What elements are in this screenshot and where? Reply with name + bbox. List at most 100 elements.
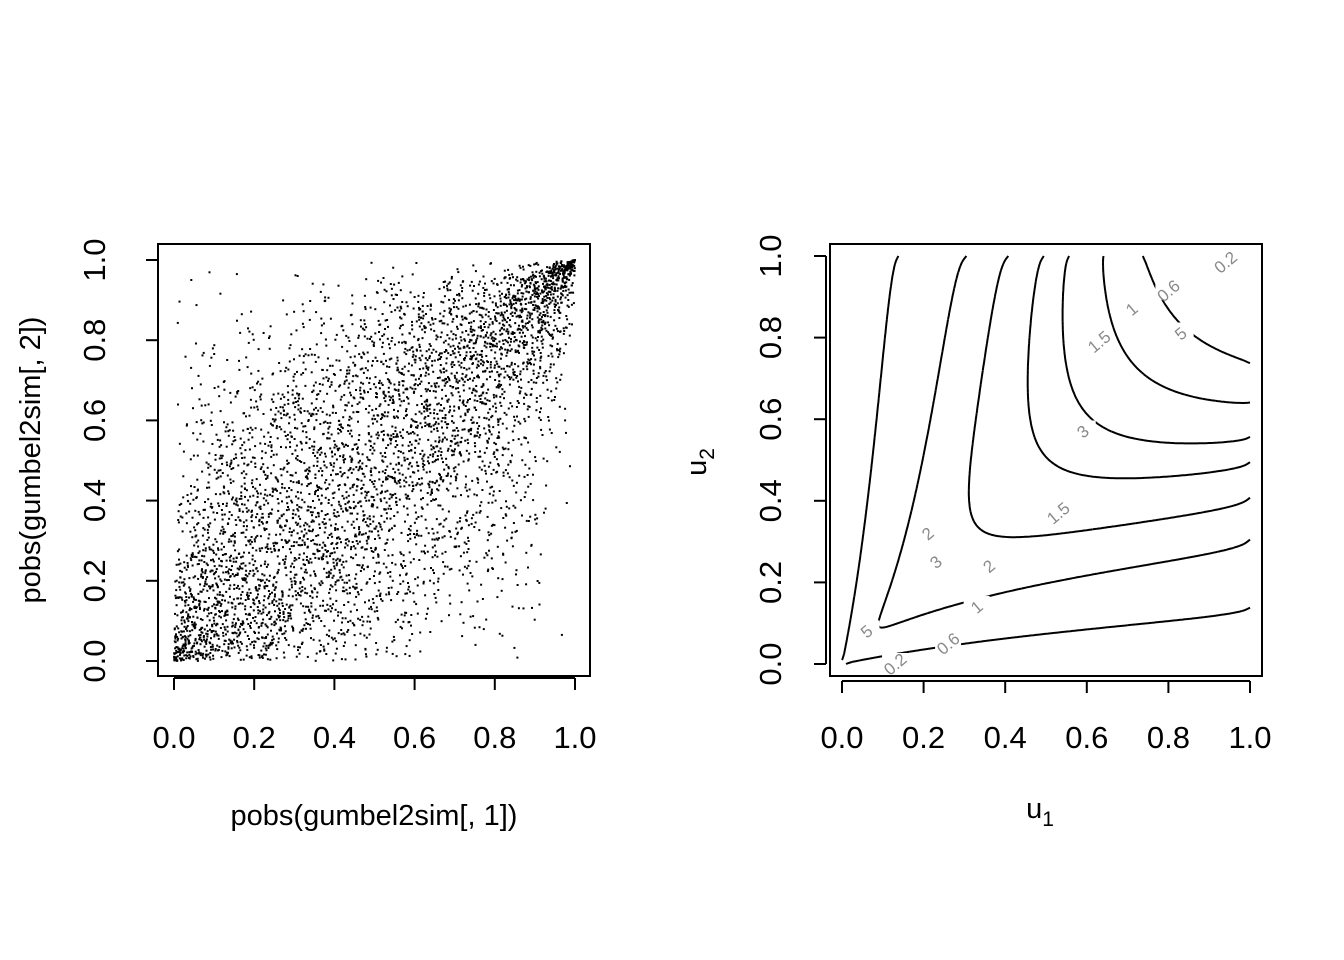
scatter-point <box>187 635 190 638</box>
scatter-point <box>480 394 483 397</box>
scatter-point <box>229 481 232 484</box>
scatter-point <box>384 395 387 398</box>
scatter-point <box>525 285 528 288</box>
scatter-point <box>287 506 289 508</box>
scatter-point <box>200 573 203 576</box>
scatter-point <box>352 375 355 378</box>
scatter-point <box>283 413 285 416</box>
scatter-point <box>469 398 471 400</box>
scatter-point <box>468 488 471 491</box>
scatter-point <box>278 562 281 565</box>
scatter-point <box>321 470 324 472</box>
scatter-point <box>438 436 441 439</box>
scatter-point <box>194 575 197 578</box>
scatter-point <box>521 309 524 312</box>
scatter-point <box>389 462 392 465</box>
scatter-point <box>515 573 517 576</box>
scatter-point <box>475 390 478 393</box>
scatter-point <box>321 474 323 477</box>
scatter-point <box>309 627 312 630</box>
scatter-point <box>226 630 229 633</box>
scatter-point <box>429 389 431 392</box>
scatter-point <box>308 447 311 449</box>
scatter-point <box>311 530 314 533</box>
scatter-point <box>259 505 262 508</box>
scatter-point <box>299 581 302 583</box>
scatter-point <box>551 355 554 358</box>
scatter-point <box>188 586 191 589</box>
scatter-point <box>212 616 215 619</box>
scatter-point <box>502 552 505 555</box>
scatter-point <box>512 373 515 376</box>
scatter-point <box>290 534 293 537</box>
scatter-point <box>295 481 298 484</box>
scatter-point <box>251 554 254 557</box>
scatter-point <box>399 316 401 319</box>
scatter-point <box>266 614 268 617</box>
scatter-point <box>545 292 548 295</box>
scatter-point <box>432 582 435 585</box>
scatter-point <box>394 430 397 433</box>
scatter-point <box>426 359 429 362</box>
scatter-point <box>346 538 349 541</box>
scatter-point <box>336 473 339 476</box>
scatter-point <box>404 565 407 567</box>
scatter-point <box>508 476 511 479</box>
scatter-point <box>260 612 263 615</box>
scatter-point <box>189 458 192 461</box>
scatter-point <box>258 518 261 521</box>
scatter-point <box>284 435 287 437</box>
scatter-point <box>441 322 444 325</box>
scatter-point <box>244 449 247 452</box>
scatter-point <box>497 419 500 422</box>
scatter-point <box>247 438 250 441</box>
scatter-point <box>208 619 211 622</box>
scatter-point <box>446 400 449 403</box>
scatter-point <box>527 405 530 408</box>
scatter-point <box>408 362 410 365</box>
scatter-point <box>239 631 242 634</box>
scatter-point <box>412 419 415 422</box>
scatter-point <box>266 545 269 548</box>
scatter-point <box>543 371 546 374</box>
scatter-point <box>523 396 525 399</box>
scatter-point <box>238 519 241 522</box>
scatter-point <box>193 621 196 624</box>
scatter-point <box>416 584 419 587</box>
scatter-point <box>276 555 279 558</box>
scatter-point <box>227 601 230 604</box>
scatter-point <box>507 296 510 299</box>
scatter-point <box>296 455 299 457</box>
scatter-point <box>464 475 467 478</box>
scatter-point <box>450 308 452 311</box>
scatter-point <box>391 395 394 398</box>
scatter-point <box>515 406 518 408</box>
scatter-point <box>482 275 485 278</box>
scatter-point <box>227 651 229 654</box>
scatter-point <box>492 490 495 493</box>
scatter-point <box>175 657 178 659</box>
scatter-point <box>465 489 468 492</box>
scatter-point <box>175 633 177 636</box>
scatter-point <box>186 629 189 632</box>
scatter-point <box>511 331 514 334</box>
scatter-point <box>295 401 298 403</box>
scatter-point <box>402 391 405 394</box>
scatter-point <box>282 299 285 302</box>
scatter-point <box>228 429 231 432</box>
scatter-point <box>174 636 177 639</box>
scatter-point <box>249 495 252 498</box>
scatter-point <box>294 573 297 576</box>
scatter-point <box>359 386 362 389</box>
scatter-point <box>400 564 403 567</box>
scatter-point <box>232 618 235 621</box>
scatter-point <box>254 462 257 465</box>
scatter-point <box>551 333 554 336</box>
scatter-point <box>343 581 346 584</box>
scatter-point <box>569 267 572 270</box>
scatter-point <box>458 569 461 572</box>
scatter-point <box>327 427 330 430</box>
scatter-point <box>526 322 529 324</box>
scatter-point <box>386 319 389 321</box>
scatter-point <box>278 517 281 520</box>
